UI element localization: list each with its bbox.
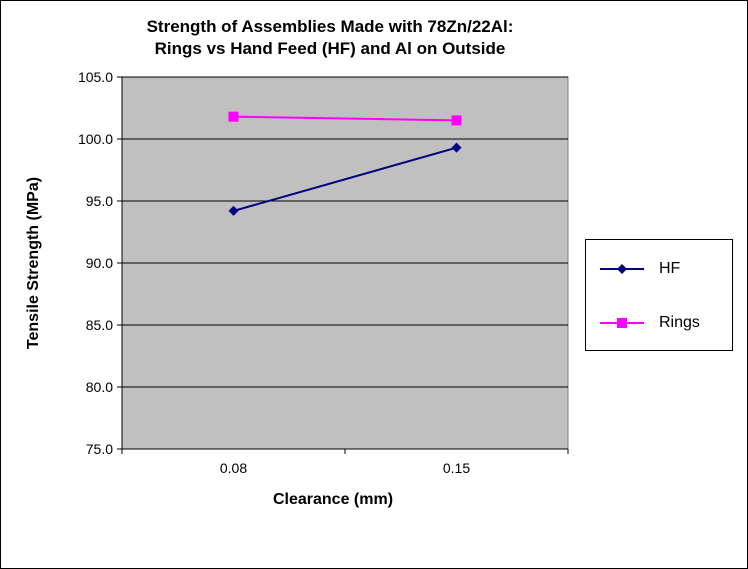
chart-title-line-2: Rings vs Hand Feed (HF) and Al on Outsid… bbox=[154, 39, 506, 58]
y-tick-label: 85.0 bbox=[86, 317, 113, 333]
x-axis-title: Clearance (mm) bbox=[273, 491, 393, 508]
y-tick-label: 75.0 bbox=[86, 441, 113, 457]
y-tick-label: 90.0 bbox=[86, 255, 113, 271]
series-line-hf bbox=[233, 146, 457, 212]
y-tick-label: 100.0 bbox=[78, 131, 113, 147]
y-tick-label: 80.0 bbox=[86, 379, 113, 395]
legend: HF Rings bbox=[585, 239, 733, 351]
data-point-rings bbox=[451, 115, 462, 126]
x-tick-label: 0.08 bbox=[220, 460, 247, 476]
chart-title-line-1: Strength of Assemblies Made with 78Zn/22… bbox=[146, 17, 514, 36]
legend-label-rings: Rings bbox=[659, 314, 700, 331]
x-tick-label: 0.15 bbox=[443, 460, 470, 476]
y-tick-label: 95.0 bbox=[86, 193, 113, 209]
legend-swatch-hf bbox=[600, 264, 644, 274]
data-point-rings bbox=[228, 111, 239, 122]
chart-title: Strength of Assemblies Made with 78Zn/22… bbox=[80, 16, 580, 60]
y-tick-label: 105.0 bbox=[78, 69, 113, 85]
y-axis-title: Tensile Strength (MPa) bbox=[25, 177, 42, 349]
legend-swatch-rings bbox=[600, 318, 644, 328]
legend-item-hf: HF bbox=[586, 259, 732, 279]
data-point-hf bbox=[228, 205, 239, 216]
legend-item-rings: Rings bbox=[586, 313, 732, 333]
legend-label-hf: HF bbox=[659, 260, 681, 277]
data-point-hf bbox=[451, 142, 462, 153]
series-line-rings bbox=[233, 115, 457, 122]
